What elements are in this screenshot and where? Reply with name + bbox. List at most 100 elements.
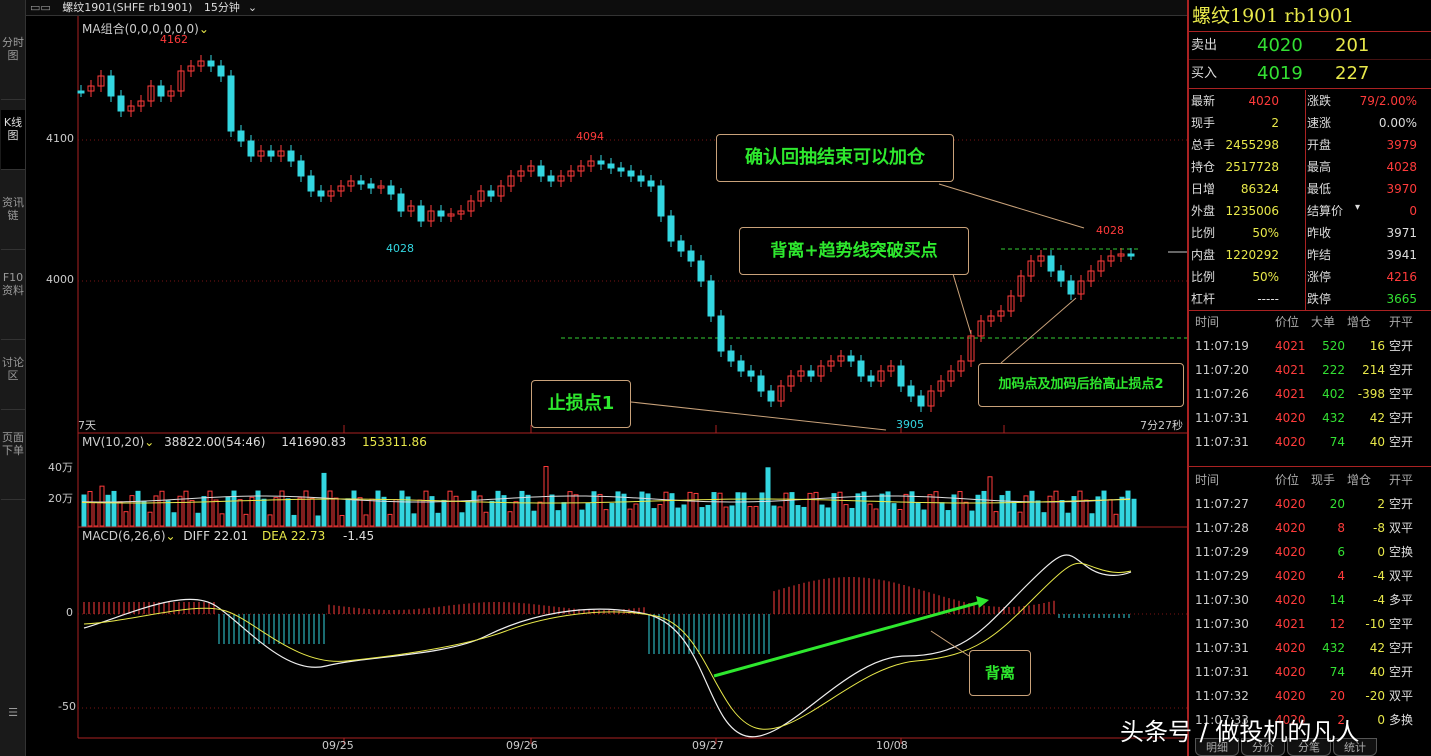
tick-row[interactable]: 11:07:26 4021 402 -398 空平 <box>1189 382 1431 406</box>
tab-order[interactable]: 页面下单 <box>1 425 25 500</box>
candle-body <box>1037 255 1045 262</box>
candle-body <box>997 310 1005 317</box>
tick-row[interactable]: 11:07:31 4020 74 40 空开 <box>1189 660 1431 684</box>
volume-bar <box>963 501 969 527</box>
tick-row[interactable]: 11:07:30 4021 12 -10 空平 <box>1189 612 1431 636</box>
chevron-down-icon[interactable]: ▾ <box>1355 202 1361 213</box>
volume-bar <box>657 503 663 527</box>
quote-stat-row: 持仓 2517728 最高 4028 <box>1189 156 1431 178</box>
volume-bar <box>429 496 435 527</box>
candle-body <box>737 360 745 372</box>
volume-bar <box>339 514 345 527</box>
volume-bar <box>111 490 117 527</box>
candle-body <box>587 160 595 167</box>
tick-volume: 432 <box>1322 411 1345 425</box>
tick-type: 空开 <box>1389 665 1414 679</box>
chart-canvas[interactable] <box>26 16 1187 756</box>
tick-header: 时间 价位 大单 增仓 开平 <box>1189 310 1431 334</box>
volume-bar <box>549 494 555 527</box>
ma-label[interactable]: MA组合(0,0,0,0,0,0)⌄ <box>82 20 209 37</box>
candle-body <box>677 240 685 252</box>
tick-row[interactable]: 11:07:33 4020 2 0 多换 <box>1189 708 1431 732</box>
candle-body <box>347 180 355 187</box>
tick-row[interactable]: 11:07:28 4020 8 -8 双平 <box>1189 516 1431 540</box>
candle-body <box>567 170 575 177</box>
sell-label: 卖出 <box>1191 38 1218 53</box>
volume-bar <box>351 490 357 527</box>
tick-row[interactable]: 11:07:31 4020 432 42 空开 <box>1189 636 1431 660</box>
menu-icon[interactable]: ☰ <box>8 706 18 719</box>
volume-bar <box>759 492 765 527</box>
tick-row[interactable]: 11:07:29 4020 6 0 空换 <box>1189 540 1431 564</box>
volume-bar <box>789 492 795 527</box>
volume-bar <box>1011 500 1017 527</box>
candle-body <box>727 350 735 362</box>
volume-bar <box>459 512 465 527</box>
countdown-label: 7分27秒 <box>1140 419 1183 432</box>
tick-price: 4020 <box>1275 435 1306 449</box>
tick-row[interactable]: 11:07:29 4020 4 -4 双平 <box>1189 564 1431 588</box>
window-icon[interactable]: ▭▭ <box>30 1 51 14</box>
tick-change: 214 <box>1362 363 1385 377</box>
stat-value: 79/2.00% <box>1359 94 1417 108</box>
tick-header: 时间 价位 现手 增仓 开平 <box>1189 468 1431 492</box>
tab-kline[interactable]: K线图 <box>1 110 25 170</box>
tick-row[interactable]: 11:07:31 4020 432 42 空开 <box>1189 406 1431 430</box>
stat-value: 2517728 <box>1225 160 1279 174</box>
sell-price: 4020 <box>1257 35 1303 56</box>
tick-time: 11:07:27 <box>1195 497 1249 511</box>
volume-bar <box>291 514 297 527</box>
candle-body <box>1127 253 1135 257</box>
tick-price: 4021 <box>1275 387 1306 401</box>
tick-price: 4020 <box>1275 569 1306 583</box>
tab-ticks[interactable]: 分笔 <box>1287 738 1331 756</box>
candle-body <box>247 140 255 157</box>
tab-discussion[interactable]: 讨论区 <box>1 350 25 410</box>
candle-body <box>537 165 545 177</box>
tick-row[interactable]: 11:07:32 4020 20 -20 双平 <box>1189 684 1431 708</box>
volume-bar <box>891 503 897 527</box>
tick-header-cell: 大单 <box>1311 315 1336 329</box>
volume-bar <box>747 506 753 527</box>
divider <box>1305 112 1306 134</box>
volume-bar <box>201 496 207 527</box>
volume-bar <box>855 493 861 527</box>
stat-value: 1235006 <box>1225 204 1279 218</box>
date-tick-0926: 09/26 <box>506 739 538 752</box>
tick-row[interactable]: 11:07:31 4020 74 40 空开 <box>1189 430 1431 454</box>
kline-chart-area[interactable]: MA组合(0,0,0,0,0,0)⌄ 4162 4094 4028 4028 3… <box>26 16 1187 756</box>
tick-header-cell: 现手 <box>1311 473 1336 487</box>
tick-row[interactable]: 11:07:30 4020 14 -4 多平 <box>1189 588 1431 612</box>
stat-label: 跌停 <box>1307 292 1332 306</box>
volume-bar <box>207 490 213 527</box>
stat-label: 昨收 <box>1307 226 1332 240</box>
tick-row[interactable]: 11:07:27 4020 20 2 空开 <box>1189 492 1431 516</box>
divergence-arrow <box>713 600 982 678</box>
volume-bar <box>579 509 585 527</box>
candle-body <box>87 85 95 92</box>
symbol-label: 螺纹1901(SHFE rb1901) <box>62 1 193 14</box>
tick-row[interactable]: 11:07:20 4021 222 214 空开 <box>1189 358 1431 382</box>
tab-f10[interactable]: F10资料 <box>1 265 25 340</box>
tick-type: 空平 <box>1389 387 1414 401</box>
candle-body <box>817 365 825 377</box>
quote-stat-row: 现手 2 速涨 0.00% <box>1189 112 1431 134</box>
annotation-pointer <box>1000 297 1077 364</box>
tick-volume: 402 <box>1322 387 1345 401</box>
volume-bar <box>93 501 99 527</box>
tab-statistics[interactable]: 统计 <box>1333 738 1377 756</box>
candle-body <box>547 175 555 182</box>
volume-bar <box>1041 512 1047 527</box>
divider <box>1305 90 1306 112</box>
volume-bar <box>327 490 333 527</box>
tab-news[interactable]: 资讯链 <box>1 190 25 250</box>
period-selector[interactable]: 15分钟 ⌄ <box>204 1 265 14</box>
tick-row[interactable]: 11:07:19 4021 520 16 空开 <box>1189 334 1431 358</box>
tab-timeshare[interactable]: 分时图 <box>1 30 25 100</box>
volume-bar <box>1089 513 1095 527</box>
volume-bar <box>993 511 999 527</box>
tab-price-distribution[interactable]: 分价 <box>1241 738 1285 756</box>
macd-tick-0: 0 <box>66 606 73 619</box>
price-label-high3: 4028 <box>1096 224 1124 237</box>
volume-bar <box>945 510 951 527</box>
